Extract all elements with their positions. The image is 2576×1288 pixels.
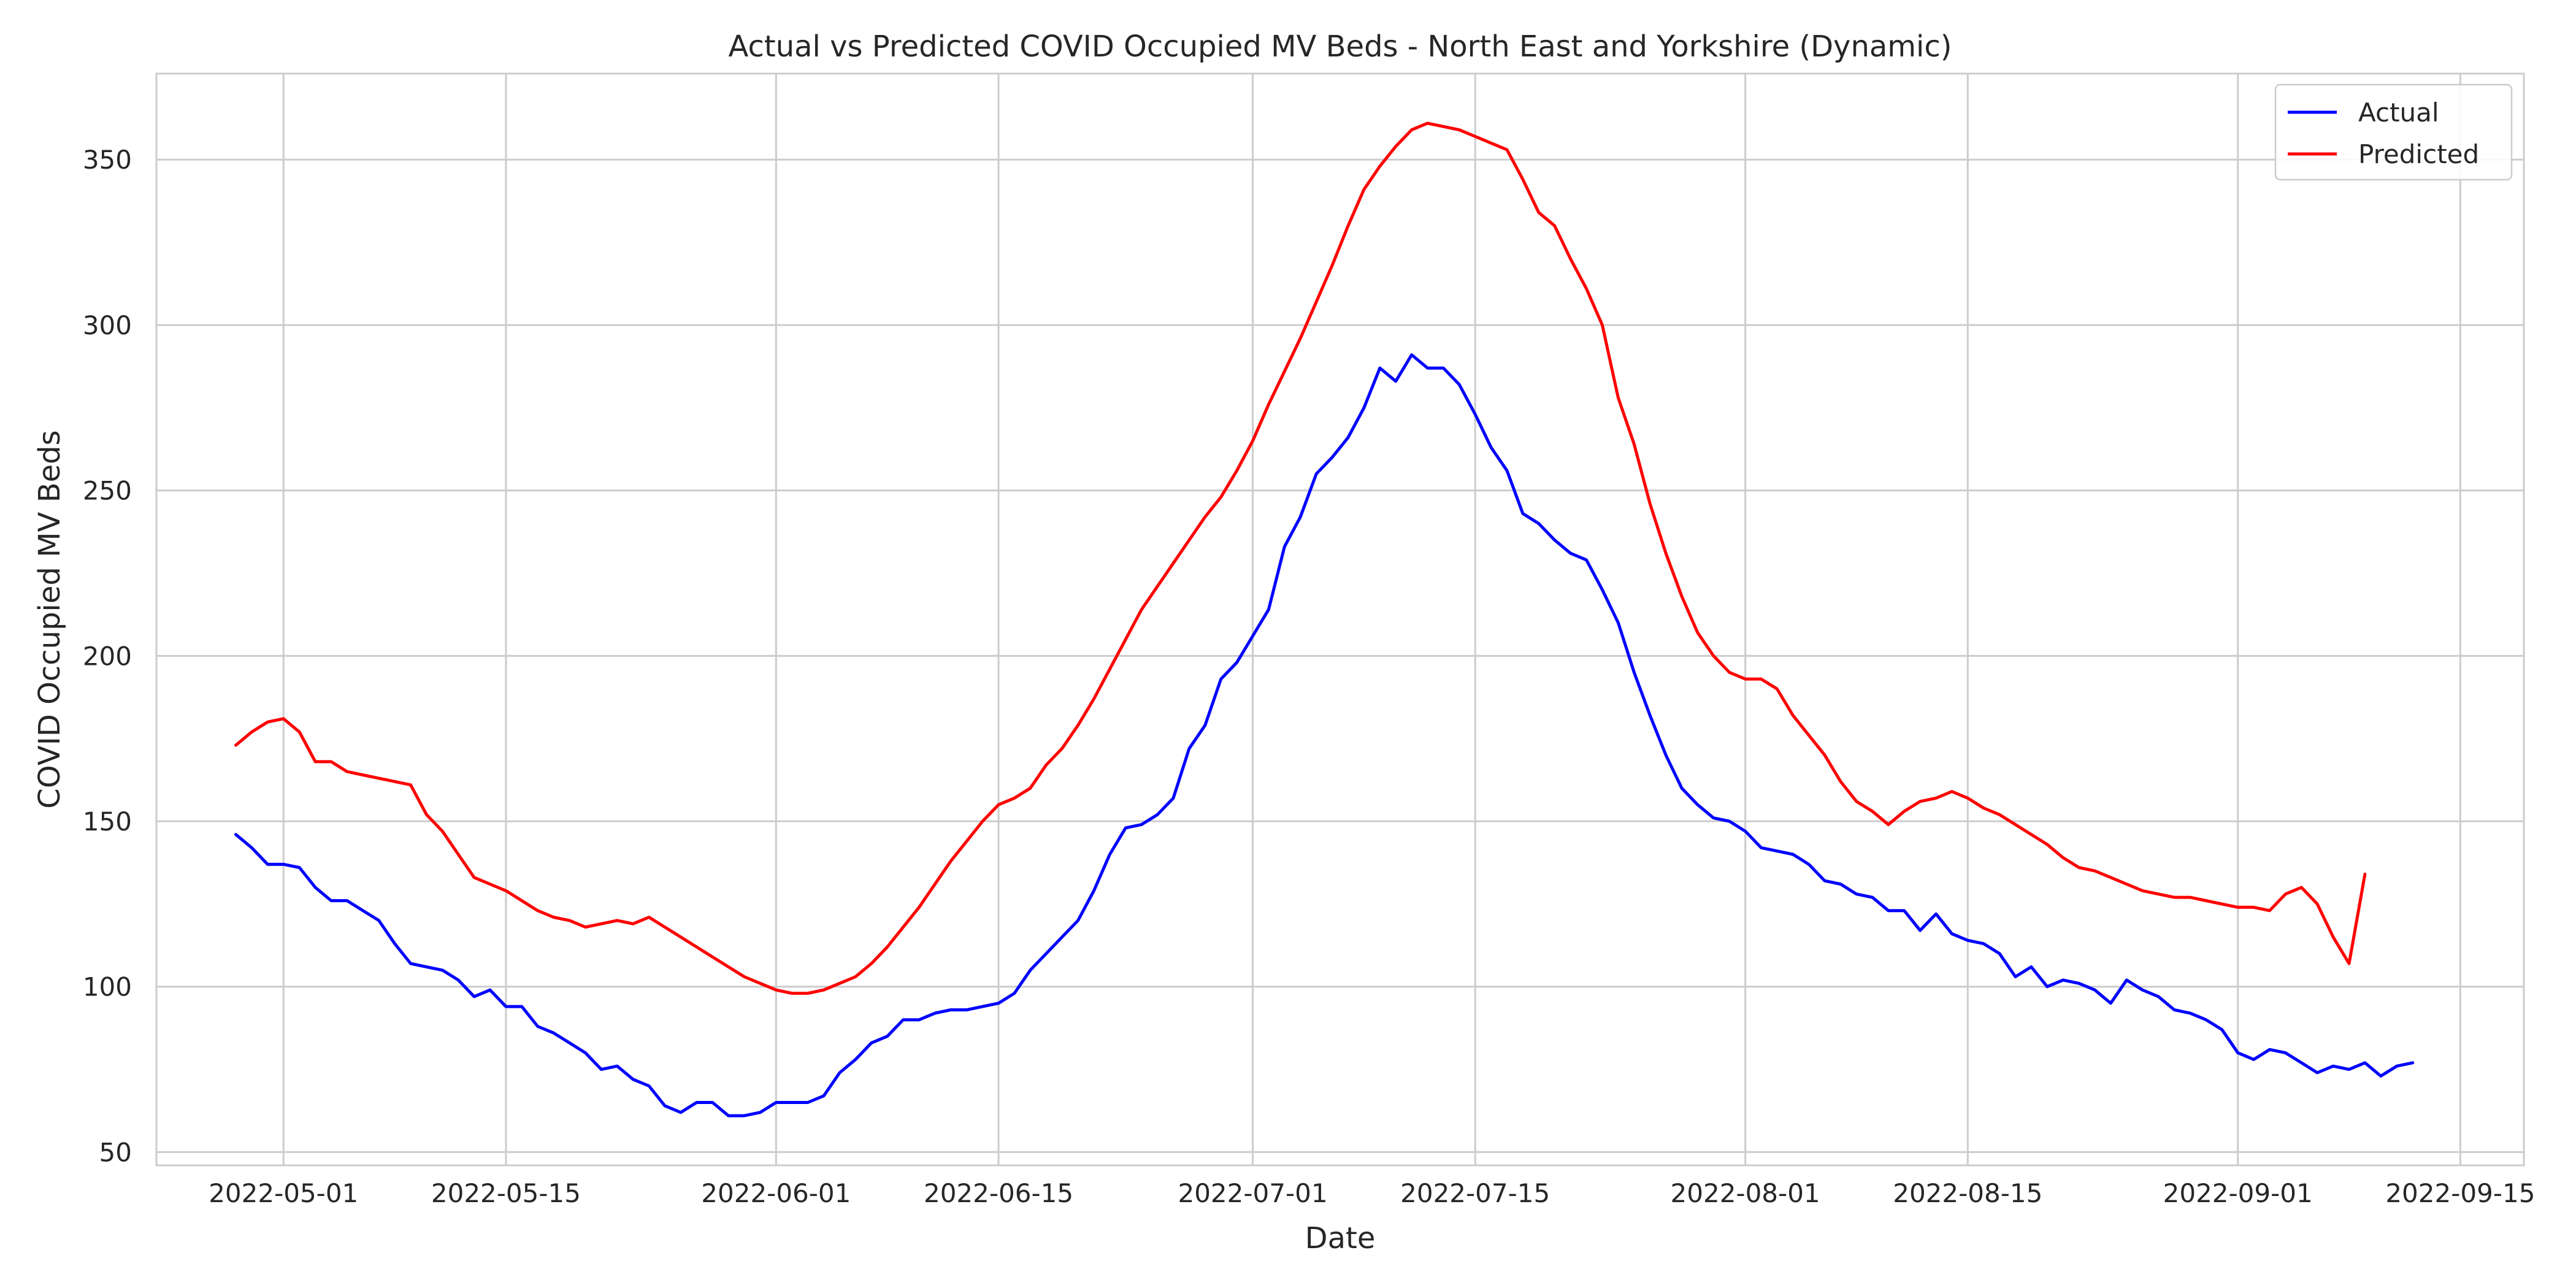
x-tick-label: 2022-09-01 — [2163, 1178, 2313, 1208]
y-tick-label: 150 — [83, 807, 132, 837]
y-tick-label: 250 — [83, 476, 132, 506]
y-tick-label: 350 — [83, 145, 132, 175]
x-tick-label: 2022-08-15 — [1893, 1178, 2042, 1208]
y-axis-ticks: 50 100 150 200 250 300 350 — [83, 145, 132, 1167]
x-tick-label: 2022-06-01 — [701, 1178, 851, 1208]
x-tick-label: 2022-07-01 — [1178, 1178, 1327, 1208]
legend-label-predicted: Predicted — [2358, 139, 2479, 169]
series-line-actual — [234, 353, 2415, 1117]
y-tick-label: 300 — [83, 310, 132, 340]
x-tick-label: 2022-08-01 — [1671, 1178, 1820, 1208]
x-tick-label: 2022-05-15 — [431, 1178, 581, 1208]
y-tick-label: 200 — [83, 641, 132, 671]
x-tick-label: 2022-05-01 — [209, 1178, 358, 1208]
x-tick-label: 2022-06-15 — [924, 1178, 1073, 1208]
series-layer — [234, 121, 2415, 1117]
x-tick-label: 2022-07-15 — [1400, 1178, 1550, 1208]
series-line-predicted — [234, 121, 2367, 995]
x-axis-ticks: 2022-05-01 2022-05-15 2022-06-01 2022-06-15… — [209, 1178, 2535, 1208]
legend: Actual Predicted — [2274, 83, 2513, 181]
chart-title: Actual vs Predicted COVID Occupied MV Be… — [729, 29, 1952, 64]
y-tick-label: 50 — [99, 1137, 132, 1167]
grid-layer — [156, 74, 2524, 1165]
legend-box — [2274, 83, 2513, 181]
y-axis-label: COVID Occupied MV Beds — [33, 430, 67, 808]
x-axis-label: Date — [1305, 1221, 1376, 1255]
legend-label-actual: Actual — [2358, 98, 2439, 128]
x-tick-label: 2022-09-15 — [2385, 1178, 2535, 1208]
plot-area-frame — [155, 72, 2525, 1167]
y-tick-label: 100 — [83, 972, 132, 1002]
